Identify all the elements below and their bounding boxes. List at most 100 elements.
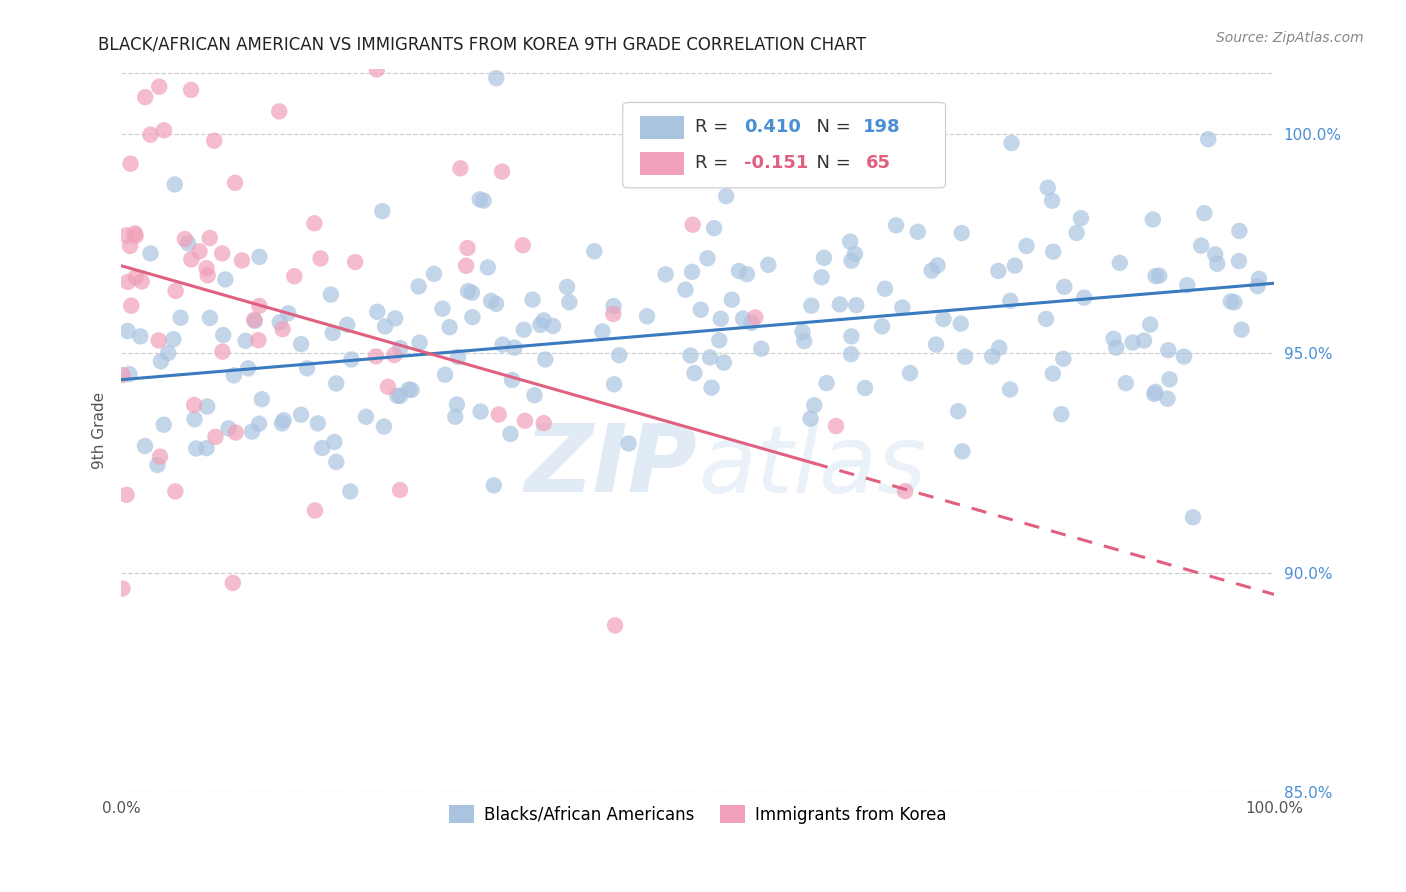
Point [387, 389, 409, 403]
Point [152, 417, 174, 432]
Point [744, 310, 766, 325]
Point [195, 441, 218, 455]
Text: atlas: atlas [697, 421, 927, 512]
Point [710, 311, 733, 326]
Point [987, 264, 1010, 278]
Point [558, 295, 581, 310]
Point [714, 189, 737, 203]
Point [325, 376, 347, 391]
Point [1219, 294, 1241, 309]
Point [1040, 194, 1063, 208]
Point [304, 216, 326, 230]
Point [277, 306, 299, 320]
Point [149, 450, 172, 464]
Point [461, 310, 484, 325]
Point [946, 404, 969, 418]
Point [195, 400, 218, 414]
Point [921, 263, 943, 277]
Point [115, 488, 138, 502]
Point [323, 435, 346, 450]
Point [1139, 318, 1161, 332]
Y-axis label: 9th Grade: 9th Grade [93, 392, 107, 468]
Text: -0.151: -0.151 [744, 154, 808, 172]
Point [120, 157, 142, 171]
FancyBboxPatch shape [623, 103, 945, 188]
Point [815, 376, 838, 390]
Point [444, 409, 467, 424]
Point [243, 313, 266, 327]
Point [512, 238, 534, 252]
Point [195, 261, 218, 276]
Point [925, 337, 948, 351]
Point [932, 312, 955, 326]
Point [389, 483, 412, 497]
Text: 65: 65 [866, 154, 891, 172]
Point [927, 259, 949, 273]
Point [949, 317, 972, 331]
Point [373, 419, 395, 434]
Point [432, 301, 454, 316]
Point [115, 228, 138, 243]
Point [118, 367, 141, 381]
Point [1066, 226, 1088, 240]
Point [1035, 312, 1057, 326]
Point [456, 259, 478, 273]
Point [1144, 384, 1167, 399]
Point [1102, 332, 1125, 346]
Point [492, 337, 515, 351]
Point [389, 341, 412, 355]
Point [845, 298, 868, 312]
Point [1206, 257, 1229, 271]
Point [134, 439, 156, 453]
Point [374, 319, 396, 334]
Point [477, 260, 499, 275]
Point [700, 381, 723, 395]
Point [485, 71, 508, 86]
Point [202, 134, 225, 148]
Point [439, 320, 461, 334]
Point [319, 287, 342, 301]
Point [157, 346, 180, 360]
Point [434, 368, 457, 382]
Point [950, 444, 973, 458]
Point [457, 284, 479, 298]
Point [1227, 224, 1250, 238]
Point [884, 219, 907, 233]
Point [1036, 180, 1059, 194]
Point [295, 361, 318, 376]
Point [1050, 407, 1073, 421]
Point [117, 324, 139, 338]
Point [513, 323, 536, 337]
Point [177, 236, 200, 251]
Point [366, 305, 388, 319]
Point [148, 79, 170, 94]
Point [591, 325, 613, 339]
Text: ZIP: ZIP [524, 420, 697, 512]
Point [1105, 341, 1128, 355]
Point [1070, 211, 1092, 226]
Point [501, 373, 523, 387]
Point [236, 361, 259, 376]
Point [336, 318, 359, 332]
Point [894, 484, 917, 499]
Point [211, 246, 233, 260]
Point [602, 307, 624, 321]
Point [681, 265, 703, 279]
Point [479, 293, 502, 308]
Point [810, 270, 832, 285]
Point [180, 252, 202, 267]
Point [240, 425, 263, 439]
Point [188, 244, 211, 259]
Point [340, 352, 363, 367]
Point [1175, 278, 1198, 293]
Point [186, 442, 208, 456]
Point [1223, 295, 1246, 310]
Point [235, 334, 257, 348]
Point [401, 383, 423, 397]
Point [1042, 244, 1064, 259]
Point [828, 297, 851, 311]
Point [169, 310, 191, 325]
Point [813, 251, 835, 265]
Point [449, 161, 471, 176]
Point [1000, 293, 1022, 308]
